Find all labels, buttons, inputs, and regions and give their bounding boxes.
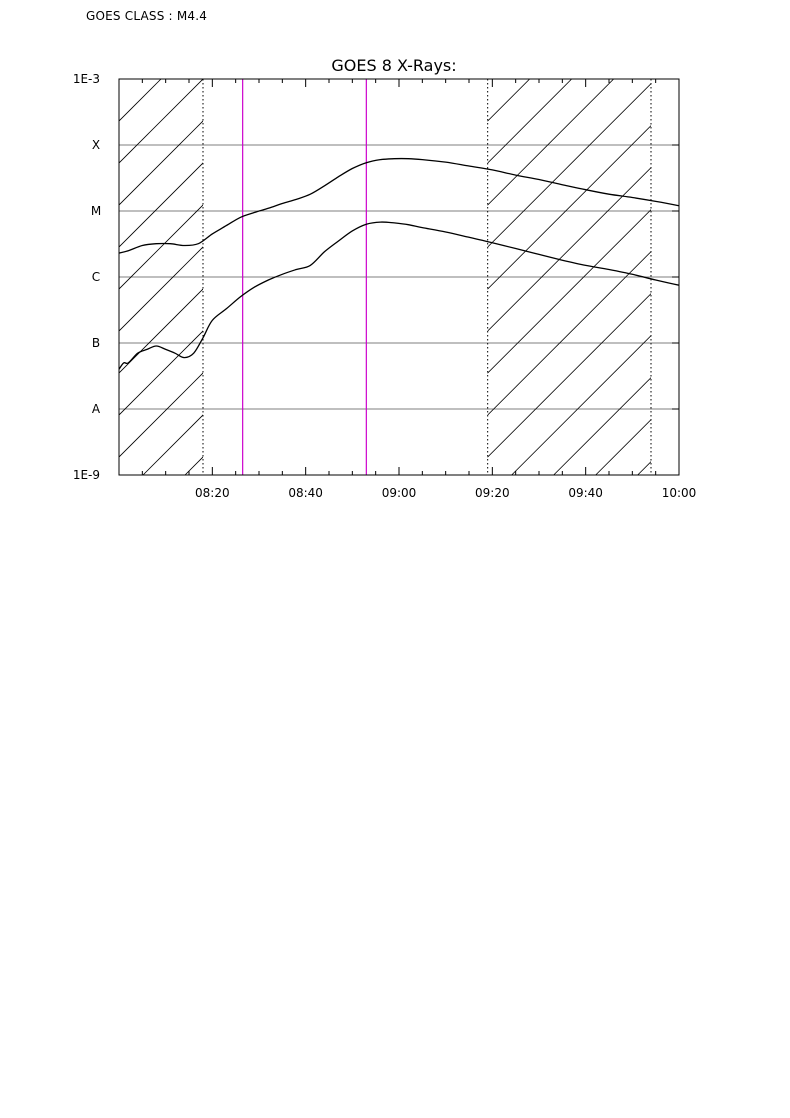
y-tick-label: 1E-3 (73, 72, 100, 86)
y-tick-label: X (92, 138, 100, 152)
x-tick-label: 09:00 (382, 486, 417, 500)
chart-title: GOES 8 X-Rays: (331, 56, 456, 75)
x-tick-label: 09:40 (568, 486, 603, 500)
x-tick-label: 10:00 (662, 486, 697, 500)
y-tick-label: M (91, 204, 101, 218)
series-line-0 (119, 157, 679, 254)
goes-class-label: GOES CLASS : M4.4 (86, 9, 208, 23)
series-line-1 (119, 221, 679, 370)
y-tick-label: A (92, 402, 101, 416)
x-tick-label: 09:20 (475, 486, 510, 500)
y-tick-label: 1E-9 (73, 468, 100, 482)
y-tick-label: B (92, 336, 100, 350)
y-tick-label: C (92, 270, 100, 284)
x-tick-label: 08:20 (195, 486, 230, 500)
goes-xray-chart: GOES 8 X-Rays: 1E-3 X M C B A 1E-9 08:20 08:40 09… (73, 56, 697, 500)
x-tick-label: 08:40 (288, 486, 323, 500)
